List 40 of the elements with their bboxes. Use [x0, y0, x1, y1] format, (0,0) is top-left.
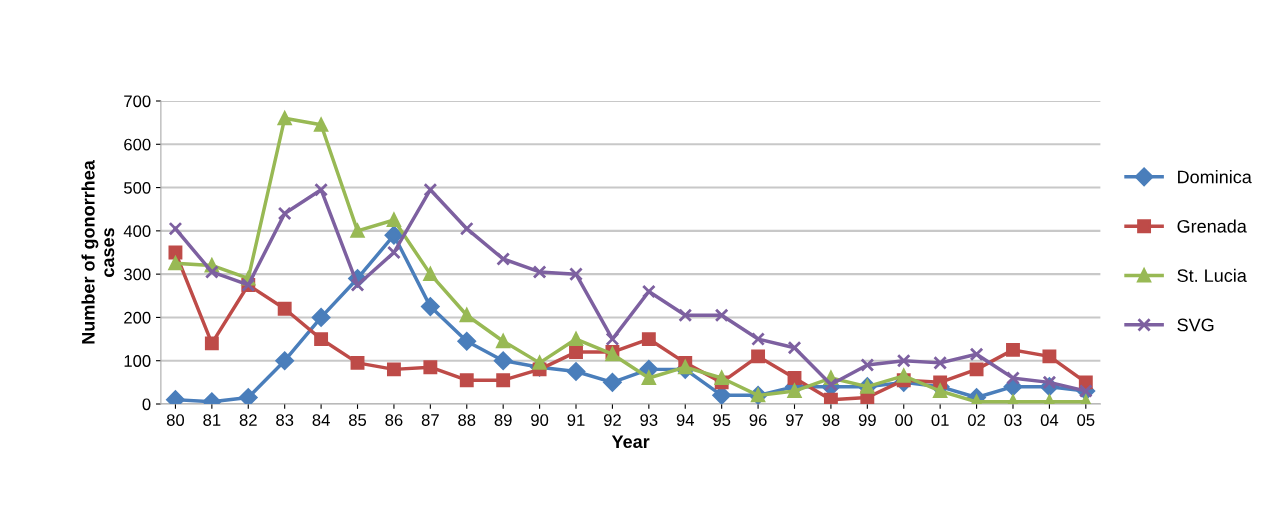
x-tick-label: 00 [895, 414, 913, 426]
y-tick-label: 500 [124, 181, 151, 194]
y-tick-label: 200 [124, 311, 151, 324]
y-tick-label: 600 [124, 138, 151, 151]
x-axis-title: Year [611, 435, 650, 449]
y-axis-title: Number of gonorrhea cases [81, 160, 115, 344]
x-tick-label: 80 [166, 414, 185, 426]
x-tick-label: 02 [967, 414, 986, 426]
x-tick-label: 05 [1077, 414, 1095, 426]
legend-label: Grenada [1177, 219, 1247, 233]
x-tick-label: 04 [1040, 414, 1059, 426]
x-tick-label: 91 [567, 414, 585, 426]
x-tick-label: 88 [458, 414, 476, 426]
x-tick-label: 94 [676, 414, 695, 426]
y-tick-label: 0 [142, 398, 151, 411]
x-tick-label: 97 [786, 414, 803, 426]
x-tick-label: 87 [421, 414, 439, 426]
y-tick-label: 400 [123, 225, 151, 238]
x-tick-label: 01 [931, 414, 949, 426]
x-tick-label: 99 [858, 414, 876, 426]
y-tick-label: 700 [124, 95, 151, 108]
x-tick-label: 95 [713, 414, 731, 426]
legend-label: St. Lucia [1177, 268, 1247, 283]
y-tick-label: 100 [124, 355, 151, 367]
y-tick-label: 300 [123, 268, 151, 281]
x-tick-label: 81 [203, 414, 221, 426]
x-tick-label: 92 [603, 414, 621, 426]
x-tick-label: 84 [312, 414, 330, 426]
x-tick-label: 85 [348, 414, 367, 426]
x-tick-label: 86 [385, 414, 403, 426]
legend-label: Dominica [1178, 170, 1252, 184]
x-tick-label: 96 [749, 414, 767, 426]
x-tick-label: 82 [239, 414, 257, 426]
x-tick-label: 93 [640, 414, 658, 426]
x-tick-label: 98 [822, 414, 840, 426]
x-tick-label: 90 [531, 414, 549, 426]
legend-label: SVG [1177, 318, 1214, 332]
x-tick-label: 89 [494, 414, 512, 426]
x-tick-label: 83 [276, 414, 294, 426]
x-tick-label: 03 [1004, 414, 1022, 426]
